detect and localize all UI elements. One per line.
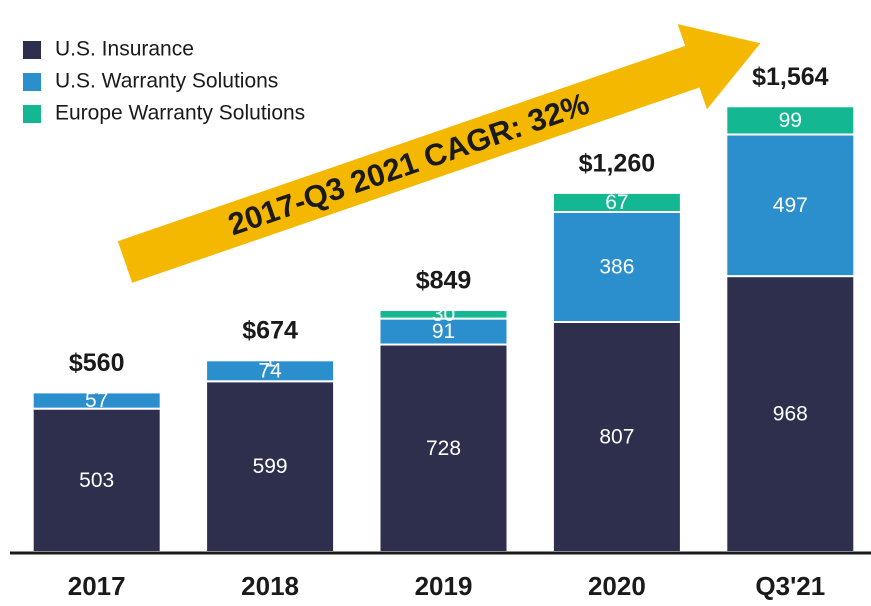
value-label: 386 bbox=[599, 256, 634, 279]
value-label: 74 bbox=[258, 359, 282, 382]
legend-swatch bbox=[23, 41, 41, 59]
legend-label: Europe Warranty Solutions bbox=[55, 102, 305, 125]
bar-segment bbox=[378, 309, 509, 320]
value-label: 57 bbox=[85, 389, 108, 412]
bar-segment bbox=[551, 191, 682, 213]
value-label: 728 bbox=[426, 437, 461, 460]
total-label: $1,260 bbox=[579, 150, 655, 178]
bar-segment bbox=[551, 210, 682, 324]
total-label: $849 bbox=[416, 267, 472, 295]
bar-segment bbox=[205, 380, 336, 553]
bar-segment bbox=[31, 391, 162, 410]
value-label: 503 bbox=[79, 469, 114, 492]
legend-label: U.S. Insurance bbox=[55, 38, 194, 61]
bar-segment bbox=[725, 105, 856, 136]
x-tick-label: Q3'21 bbox=[755, 571, 825, 601]
total-label: $560 bbox=[69, 349, 125, 377]
legend-swatch bbox=[23, 73, 41, 91]
bar-segment bbox=[31, 407, 162, 553]
total-label: $674 bbox=[242, 317, 298, 345]
bar-segment bbox=[725, 133, 856, 278]
total-label: $1,564 bbox=[752, 63, 829, 91]
value-label: 807 bbox=[599, 426, 634, 449]
value-label: 67 bbox=[605, 191, 628, 214]
x-tick-label: 2020 bbox=[588, 571, 646, 601]
legend-swatch bbox=[23, 105, 41, 123]
bar-segment bbox=[725, 275, 856, 553]
value-label: 1 bbox=[264, 349, 276, 372]
value-label: 99 bbox=[779, 109, 802, 132]
value-label: 599 bbox=[253, 455, 288, 478]
x-tick-label: 2017 bbox=[68, 571, 126, 601]
value-label: 497 bbox=[773, 194, 808, 217]
legend-label: U.S. Warranty Solutions bbox=[55, 70, 278, 93]
value-label: 30 bbox=[432, 303, 455, 326]
arrow-shape bbox=[117, 24, 761, 283]
value-label: 91 bbox=[432, 320, 455, 343]
value-label: 968 bbox=[773, 403, 808, 426]
x-tick-label: 2019 bbox=[415, 571, 473, 601]
x-tick-label: 2018 bbox=[241, 571, 299, 601]
